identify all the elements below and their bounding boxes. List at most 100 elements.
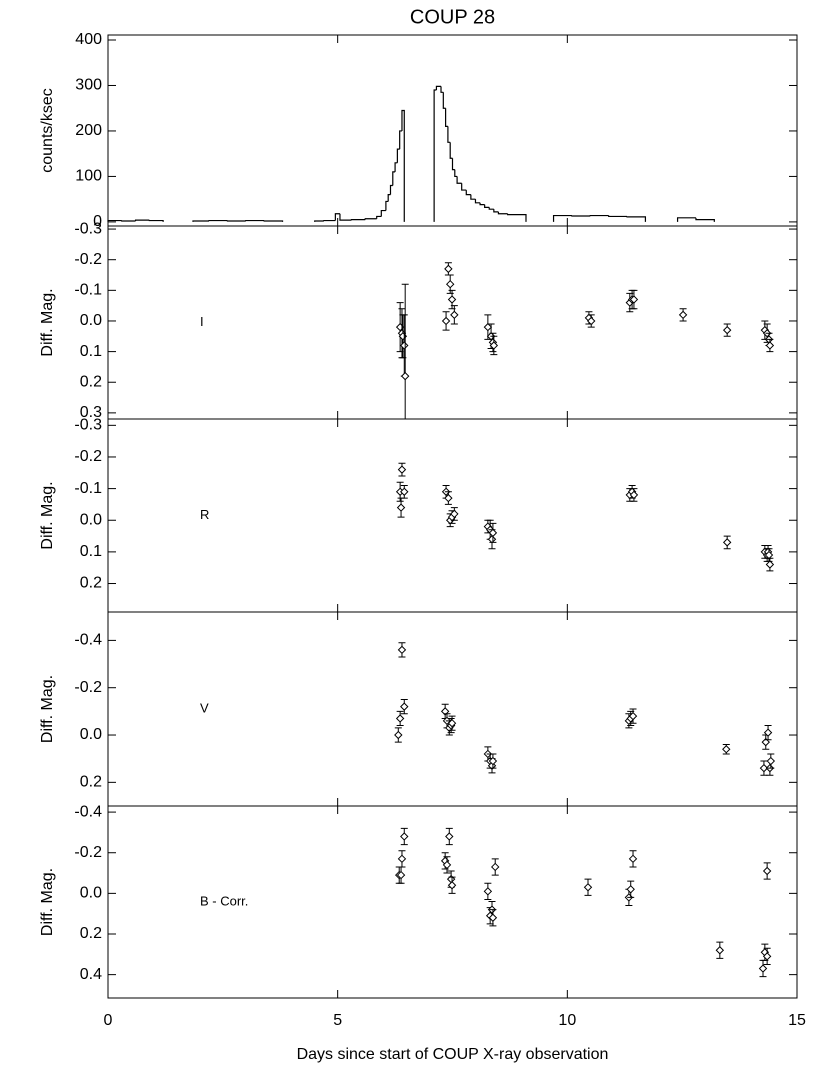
data-point xyxy=(763,728,773,737)
y-tick-label: -0.2 xyxy=(74,448,102,465)
xray-bin xyxy=(507,213,527,222)
xray-bin xyxy=(376,215,382,219)
data-point xyxy=(758,964,768,973)
data-point xyxy=(487,535,497,544)
x-axis-label: Days since start of COUP X-ray observati… xyxy=(297,1046,609,1063)
data-point xyxy=(762,952,772,961)
data-point xyxy=(447,295,457,304)
xray-bin xyxy=(442,92,446,109)
y-tick-label: -0.4 xyxy=(74,632,102,649)
xray-bin xyxy=(314,220,324,222)
y-tick-label: 0.2 xyxy=(80,373,102,390)
xray-bin xyxy=(440,86,444,93)
y-tick-label: -0.1 xyxy=(74,282,102,299)
plot-frame xyxy=(107,34,798,227)
data-point xyxy=(447,881,457,890)
plot-frame xyxy=(107,225,798,420)
xray-bin xyxy=(479,202,485,206)
data-point xyxy=(396,503,406,512)
xray-bin xyxy=(392,171,396,186)
y-tick-label: -0.2 xyxy=(74,844,102,861)
xray-bin xyxy=(474,199,481,204)
xray-bin xyxy=(435,85,442,91)
y-axis-label: counts/ksec xyxy=(39,88,56,172)
xray-bin xyxy=(447,126,451,143)
data-point xyxy=(765,560,775,569)
y-tick-label: 300 xyxy=(75,77,102,94)
xray-bin xyxy=(389,184,393,195)
data-point xyxy=(441,316,451,326)
y-tick-label: 0.2 xyxy=(80,925,102,942)
data-point xyxy=(678,310,688,320)
data-point xyxy=(400,371,410,381)
data-point xyxy=(445,279,455,289)
xray-bin xyxy=(192,220,210,222)
y-tick-label: 0.2 xyxy=(80,774,102,791)
y-tick-label: -0.3 xyxy=(74,417,102,434)
x-tick-label: 15 xyxy=(788,1012,806,1029)
data-point xyxy=(762,866,772,876)
data-point xyxy=(450,310,459,320)
data-point xyxy=(761,737,770,747)
data-point xyxy=(587,316,596,326)
y-tick-label: 0.1 xyxy=(80,343,102,360)
xray-bin xyxy=(380,209,386,217)
data-point xyxy=(629,490,639,500)
data-point xyxy=(395,714,405,723)
data-point xyxy=(444,493,453,503)
data-point xyxy=(400,487,409,496)
y-axis-label: Diff. Mag. xyxy=(39,481,56,549)
xray-bin xyxy=(396,148,400,163)
chart-title: COUP 28 xyxy=(410,6,495,28)
y-tick-label: 0.0 xyxy=(80,726,102,743)
plot-frame xyxy=(107,805,798,999)
xray-bin xyxy=(399,130,402,150)
x-tick-label: 10 xyxy=(558,1012,576,1029)
data-point xyxy=(397,645,407,655)
data-point xyxy=(722,325,732,335)
data-point xyxy=(628,711,638,721)
xray-bin xyxy=(451,158,455,171)
data-point xyxy=(444,264,453,274)
xray-bin xyxy=(461,183,467,191)
data-point xyxy=(488,756,498,766)
y-tick-label: -0.3 xyxy=(74,220,102,237)
xray-bin xyxy=(695,217,715,222)
xray-bin xyxy=(334,213,340,221)
xray-bin xyxy=(454,169,458,178)
data-point xyxy=(445,832,454,841)
band-label: B - Corr. xyxy=(200,893,248,908)
y-axis-label: Diff. Mag. xyxy=(39,868,56,936)
x-tick-label: 5 xyxy=(333,1012,342,1029)
xray-bin xyxy=(552,214,572,222)
xray-bin xyxy=(608,215,628,218)
xray-bin xyxy=(497,211,508,215)
data-point xyxy=(400,832,409,841)
xray-bin xyxy=(445,108,448,128)
xray-bin xyxy=(107,219,122,222)
y-tick-label: 200 xyxy=(75,122,102,139)
xray-bin xyxy=(488,207,494,210)
band-label: R xyxy=(200,507,209,522)
xray-bin xyxy=(470,194,476,200)
x-tick-label: 0 xyxy=(104,1012,113,1029)
data-point xyxy=(628,854,638,864)
band-label: I xyxy=(200,314,204,329)
data-point xyxy=(394,730,403,740)
data-point xyxy=(400,341,409,350)
xray-bin xyxy=(364,218,377,220)
xray-bin xyxy=(385,200,389,211)
xray-bin xyxy=(676,217,696,222)
y-tick-label: 0.0 xyxy=(80,885,102,902)
plot-frame xyxy=(107,611,798,807)
xray-bin xyxy=(433,89,437,222)
xray-bin xyxy=(148,219,164,222)
band-label: V xyxy=(200,700,209,715)
xray-bin xyxy=(401,109,405,222)
y-tick-label: 0.2 xyxy=(80,575,102,592)
y-tick-label: -0.4 xyxy=(74,803,102,820)
y-tick-label: 0.4 xyxy=(80,966,102,983)
data-point xyxy=(447,718,457,728)
data-point xyxy=(400,702,409,711)
data-point xyxy=(396,870,406,880)
